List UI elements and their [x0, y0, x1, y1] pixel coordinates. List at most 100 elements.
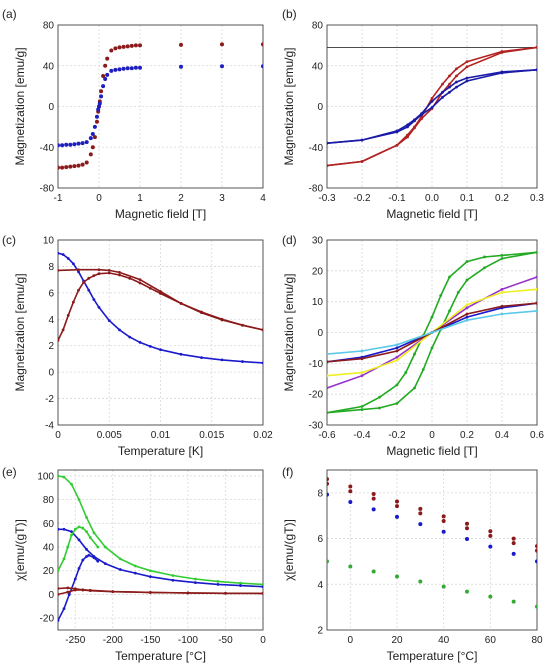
data-point: [535, 559, 537, 564]
data-point: [441, 514, 446, 519]
x-tick-label: 20: [391, 635, 403, 646]
y-tick-label: 80: [43, 495, 55, 506]
y-tick-label: 0: [48, 590, 54, 601]
data-point: [87, 553, 91, 557]
data-point: [216, 580, 220, 583]
data-point: [71, 262, 75, 266]
data-point: [465, 315, 469, 319]
data-point: [179, 352, 183, 356]
data-point: [395, 358, 399, 362]
data-point: [200, 356, 203, 360]
data-point: [448, 90, 451, 94]
x-tick-label: 0.2: [460, 430, 474, 441]
series-line: [58, 268, 263, 331]
data-point: [395, 343, 399, 347]
x-tick-label: 0.1: [460, 193, 474, 204]
series-group-e: [58, 474, 263, 622]
data-point: [64, 142, 69, 147]
data-point: [395, 499, 399, 504]
data-point: [94, 119, 99, 124]
x-tick-label: -150: [140, 635, 160, 646]
data-point: [511, 536, 516, 541]
data-point: [77, 525, 81, 529]
data-point: [58, 268, 60, 272]
series-line: [58, 252, 263, 364]
data-point: [99, 89, 104, 94]
data-point: [138, 281, 142, 285]
data-point: [117, 45, 122, 50]
x-tick-label: 1: [137, 193, 143, 204]
data-point: [58, 165, 60, 170]
data-point: [58, 587, 60, 590]
data-point: [395, 143, 399, 147]
data-point: [171, 574, 175, 577]
data-point: [194, 577, 197, 581]
data-point: [220, 64, 224, 69]
data-point: [500, 291, 504, 294]
data-point: [371, 496, 376, 501]
y-tick-label: 10: [312, 297, 324, 308]
series-group-a: [58, 42, 263, 170]
series-line: [327, 251, 537, 414]
data-point: [378, 395, 381, 399]
data-point: [239, 584, 242, 587]
data-point: [58, 569, 60, 573]
data-point: [441, 529, 446, 534]
data-point: [441, 518, 446, 523]
panel-c: 0 0.005 0.01 0.015 0.02 -4 -2 0 2 4 6 8 10 Temperatur…: [2, 233, 273, 458]
data-point: [261, 361, 263, 365]
data-point: [107, 319, 111, 323]
data-point: [465, 260, 469, 263]
y-tick-label: 4: [317, 580, 323, 591]
y-tick-label: -20: [40, 614, 55, 625]
plot-frame: [57, 469, 264, 631]
data-point: [68, 164, 73, 169]
data-point: [109, 48, 114, 53]
data-point: [430, 315, 434, 319]
data-point: [97, 272, 101, 276]
data-point: [101, 73, 106, 78]
data-point: [327, 374, 329, 378]
panel-label: (d): [282, 233, 297, 247]
data-point: [58, 619, 60, 622]
data-point: [82, 280, 86, 284]
data-point: [90, 132, 95, 137]
data-point: [97, 104, 101, 109]
y-axis-label: Magnetization [emu/g]: [13, 47, 27, 165]
data-point: [535, 301, 537, 305]
data-point: [418, 522, 423, 527]
data-point: [327, 352, 329, 356]
x-axis-label: Temperature [K]: [118, 444, 203, 458]
data-point: [84, 140, 89, 145]
x-tick-label: -200: [103, 635, 123, 646]
data-point: [96, 107, 101, 112]
data-point: [430, 106, 434, 109]
x-tick-label: -0.6: [318, 430, 336, 441]
data-point: [90, 145, 95, 150]
data-point: [179, 64, 183, 69]
plot-frame: [326, 469, 538, 631]
data-point: [58, 527, 60, 531]
data-point: [371, 492, 376, 496]
data-point: [133, 43, 138, 48]
data-point: [220, 358, 224, 362]
x-tick-label: 0: [260, 635, 266, 646]
data-point: [500, 257, 504, 260]
data-point: [121, 66, 126, 71]
data-point: [107, 271, 111, 275]
series-line: [58, 554, 99, 621]
y-axis-label: χ[emu/(gT)]: [13, 519, 27, 581]
data-point: [148, 575, 152, 579]
data-point: [85, 548, 88, 551]
data-point: [465, 521, 469, 526]
data-point: [81, 588, 85, 592]
x-tick-label: 80: [531, 635, 543, 646]
data-point: [220, 42, 224, 47]
data-point: [430, 331, 434, 334]
y-tick-label: 40: [43, 543, 55, 554]
data-point: [220, 318, 224, 322]
data-point: [70, 530, 73, 534]
y-tick-label: 60: [43, 519, 55, 530]
data-point: [441, 584, 446, 589]
data-point: [118, 568, 122, 571]
